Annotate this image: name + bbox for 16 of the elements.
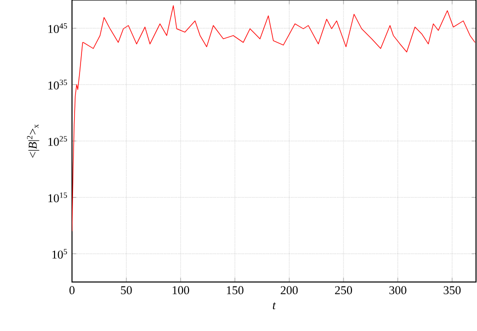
y-tick-label: 10$^{25}$ — [48, 136, 68, 146]
x-tick-label: 250 — [335, 286, 352, 294]
y-axis-title: <|B|$^{2}$>$_{x}$ — [27, 124, 40, 158]
line-series — [72, 5, 476, 232]
y-tick-label: 10$^{35}$ — [48, 80, 68, 90]
x-tick-label: 150 — [226, 286, 244, 294]
x-tick-label: 350 — [444, 286, 461, 294]
x-tick-label: 0 — [69, 286, 75, 294]
x-tick-label: 200 — [280, 286, 298, 294]
y-tick-label: 10$^{45}$ — [48, 23, 68, 34]
x-tick-label: 100 — [172, 286, 190, 294]
x-axis-title: t — [272, 302, 276, 310]
x-tick-label: 300 — [389, 286, 406, 294]
y-tick-label: 10$^{5}$ — [52, 248, 68, 259]
y-tick-label: 10$^{15}$ — [48, 192, 68, 202]
x-tick-label: 50 — [121, 286, 132, 294]
